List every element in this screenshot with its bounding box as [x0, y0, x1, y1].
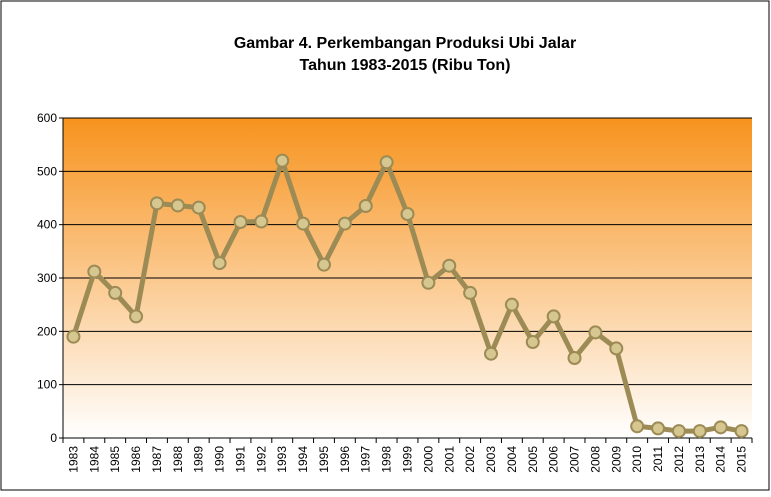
data-point	[316, 257, 331, 272]
data-point	[170, 198, 185, 213]
data-point	[87, 264, 102, 279]
y-tick-label: 500	[37, 164, 57, 178]
x-tick-label: 1986	[129, 446, 143, 473]
data-point	[233, 215, 248, 229]
data-point	[630, 419, 645, 434]
data-point	[692, 424, 707, 439]
x-tick-label: 2004	[505, 446, 519, 473]
data-point	[671, 424, 686, 439]
data-point	[212, 256, 227, 271]
y-tick-label: 600	[37, 111, 57, 125]
x-tick-label: 2001	[442, 446, 456, 473]
x-tick-label: 2003	[484, 446, 498, 473]
data-point	[504, 297, 519, 312]
x-tick-label: 1983	[66, 446, 80, 473]
x-tick-label: 1992	[254, 446, 268, 473]
data-point	[66, 329, 81, 344]
data-point	[149, 196, 164, 211]
x-tick-label: 1997	[359, 446, 373, 473]
data-point	[191, 200, 206, 215]
x-tick-label: 1990	[213, 446, 227, 473]
data-point	[379, 155, 394, 170]
data-point	[296, 216, 311, 231]
data-point	[337, 216, 352, 231]
y-tick-label: 200	[37, 324, 57, 338]
y-tick-label: 100	[37, 378, 57, 392]
x-tick-label: 2002	[463, 446, 477, 473]
x-tick-label: 1989	[192, 446, 206, 473]
x-tick-label: 2007	[568, 446, 582, 473]
chart-title: Gambar 4. Perkembangan Produksi Ubi Jala…	[234, 35, 576, 52]
x-tick-label: 2005	[526, 446, 540, 473]
data-point	[567, 351, 582, 365]
x-tick-label: 1993	[275, 446, 289, 473]
x-tick-label: 2006	[547, 446, 561, 473]
data-point	[546, 309, 561, 324]
x-tick-label: 2013	[693, 446, 707, 473]
x-tick-label: 1987	[150, 446, 164, 473]
data-point	[442, 258, 457, 273]
y-tick-label: 0	[50, 431, 57, 445]
y-tick-label: 300	[37, 271, 57, 285]
x-tick-label: 1995	[317, 446, 331, 473]
x-tick-label: 2015	[735, 446, 749, 473]
data-point	[463, 285, 478, 300]
x-tick-label: 2009	[609, 446, 623, 473]
data-point	[108, 285, 123, 300]
y-tick-label: 400	[37, 218, 57, 232]
data-point	[254, 214, 269, 229]
x-tick-label: 2012	[672, 446, 686, 473]
x-tick-label: 2014	[714, 446, 728, 473]
data-point	[484, 346, 499, 361]
data-point	[713, 420, 728, 435]
x-tick-label: 1999	[401, 446, 415, 473]
x-tick-label: 1996	[338, 446, 352, 473]
x-tick-label: 2010	[630, 446, 644, 473]
data-point	[358, 199, 373, 213]
data-point	[734, 424, 749, 439]
data-point	[525, 335, 540, 349]
x-tick-label: 1991	[233, 446, 247, 473]
data-point	[275, 153, 290, 168]
x-tick-label: 2000	[421, 446, 435, 473]
x-tick-label: 1994	[296, 446, 310, 473]
x-tick-label: 1985	[108, 446, 122, 473]
x-tick-label: 1998	[380, 446, 394, 473]
x-tick-label: 2011	[651, 446, 665, 472]
x-tick-label: 2008	[588, 446, 602, 473]
data-point	[651, 421, 666, 436]
data-point	[609, 341, 624, 356]
chart-subtitle: Tahun 1983-2015 (Ribu Ton)	[300, 57, 511, 74]
x-tick-label: 1984	[87, 446, 101, 473]
data-point	[129, 309, 144, 324]
x-tick-label: 1988	[171, 446, 185, 473]
data-point	[588, 325, 603, 340]
data-point	[421, 275, 436, 290]
data-point	[400, 207, 415, 221]
